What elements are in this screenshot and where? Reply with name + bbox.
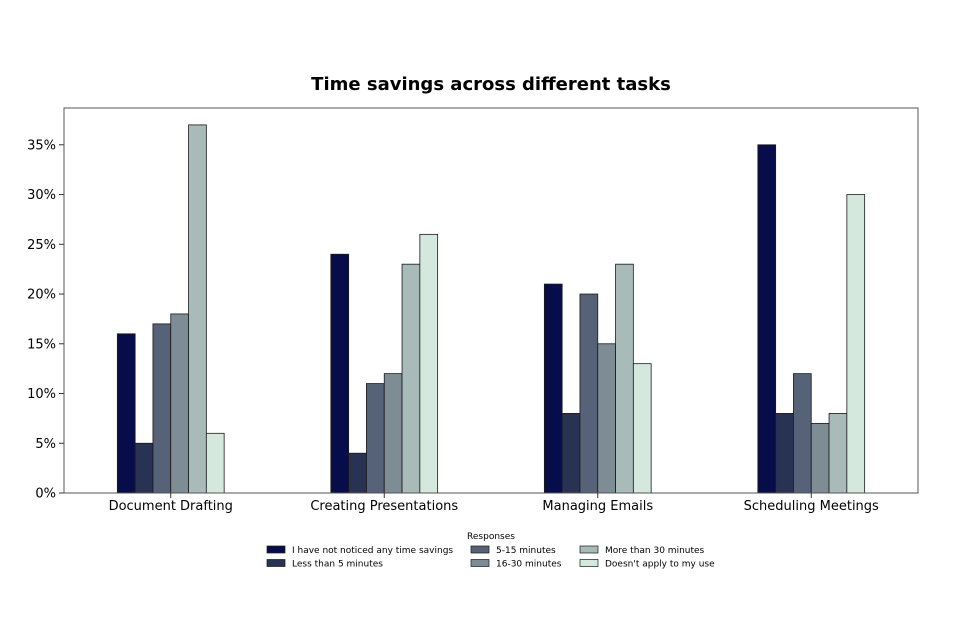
bar bbox=[543, 283, 563, 494]
x-tick-label: Managing Emails bbox=[542, 499, 653, 514]
bar bbox=[134, 442, 154, 494]
legend-swatch bbox=[470, 559, 490, 567]
bar bbox=[116, 333, 136, 494]
bar bbox=[366, 383, 385, 494]
y-tick-label: 0% bbox=[35, 487, 56, 502]
bar bbox=[188, 124, 207, 494]
bar bbox=[348, 452, 367, 494]
bar bbox=[330, 253, 350, 494]
bar bbox=[383, 373, 403, 494]
legend-swatch bbox=[266, 559, 286, 567]
chart-title: Time savings across different tasks bbox=[311, 74, 671, 95]
x-tick-label: Creating Presentations bbox=[310, 499, 458, 514]
legend-swatch bbox=[579, 545, 599, 554]
y-tick-label: 25% bbox=[27, 238, 56, 253]
legend: Responses I have not noticed any time sa… bbox=[266, 532, 715, 570]
plot-area-frame bbox=[63, 107, 919, 494]
y-tick-label: 35% bbox=[27, 138, 56, 153]
bar bbox=[401, 263, 421, 494]
bar bbox=[152, 323, 172, 494]
bar bbox=[579, 293, 599, 494]
legend-label: 5-15 minutes bbox=[496, 546, 556, 556]
legend-label: 16-30 minutes bbox=[496, 560, 562, 570]
y-tick-label: 20% bbox=[27, 288, 56, 303]
y-tick-label: 15% bbox=[27, 337, 56, 352]
bar bbox=[810, 422, 830, 494]
legend-swatch bbox=[470, 545, 490, 554]
x-axis: Document Drafting Creating Presentations M… bbox=[109, 493, 879, 514]
legend-label: Less than 5 minutes bbox=[292, 560, 383, 570]
y-tick-label: 5% bbox=[35, 437, 56, 452]
bar bbox=[793, 373, 812, 494]
bar bbox=[170, 313, 189, 494]
y-axis: 0% 5% 10% 15% 20% 25% 30% 35% bbox=[27, 138, 64, 502]
legend-label: More than 30 minutes bbox=[605, 546, 705, 556]
y-tick-label: 30% bbox=[27, 188, 56, 203]
bar bbox=[757, 144, 777, 494]
bars bbox=[116, 124, 866, 494]
bar bbox=[561, 413, 581, 494]
bar bbox=[775, 413, 794, 494]
bar bbox=[846, 194, 866, 494]
legend-label: Doesn't apply to my use bbox=[605, 560, 715, 570]
y-tick-label: 10% bbox=[27, 387, 56, 402]
bar bbox=[632, 363, 652, 494]
legend-label: I have not noticed any time savings bbox=[292, 546, 453, 556]
bar bbox=[419, 233, 439, 494]
legend-title: Responses bbox=[467, 532, 515, 542]
legend-swatch bbox=[266, 545, 286, 554]
bar bbox=[597, 343, 616, 494]
bar bbox=[205, 432, 225, 494]
x-tick-label: Scheduling Meetings bbox=[744, 499, 879, 514]
x-tick-label: Document Drafting bbox=[109, 499, 233, 514]
bar bbox=[828, 413, 848, 494]
legend-swatch bbox=[579, 559, 599, 567]
bar bbox=[615, 263, 634, 494]
